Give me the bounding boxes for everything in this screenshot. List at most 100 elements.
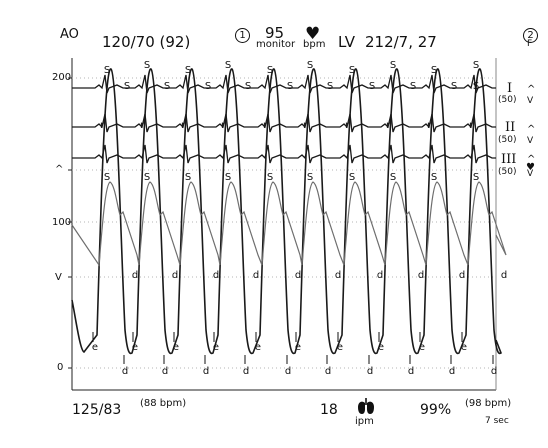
ao-d-marker: d <box>459 270 465 281</box>
lead-ii-up-button[interactable]: ^ <box>527 124 536 135</box>
ecg-s-marker-lower: S <box>410 81 416 92</box>
ao-s-marker: S <box>144 172 150 183</box>
lv-label: LV <box>338 33 355 51</box>
lead-iii-up-button[interactable]: ^ <box>527 154 536 165</box>
heart-icon: ♥ <box>305 24 321 44</box>
lead-iii-down-button[interactable]: V <box>527 169 534 179</box>
sweep-speed: 7 sec <box>485 416 509 426</box>
ecg-r-marker: r <box>181 120 186 131</box>
lv-e-marker: e <box>419 342 425 353</box>
lead-ii-gain: (50) <box>498 135 517 145</box>
ecg-r-marker: r <box>427 120 432 131</box>
lv-e-marker: e <box>378 342 384 353</box>
y-v-marker: V <box>55 272 62 283</box>
ecg-s-marker: S <box>431 65 437 76</box>
spo2-value: 99% <box>420 402 452 418</box>
ecg-s-marker-lower: S <box>327 81 333 92</box>
heart-rate-unit: bpm <box>303 39 326 50</box>
lv-d-marker: d <box>491 366 497 377</box>
lv-e-marker: e <box>213 342 219 353</box>
lv-d-marker: d <box>162 366 168 377</box>
ecg-r-marker: r <box>386 120 391 131</box>
ecg-s-marker: S <box>225 60 231 71</box>
y-tick-100: 100 <box>52 217 72 228</box>
ao-d-marker: d <box>335 270 341 281</box>
heart-rate-source: monitor <box>256 39 296 50</box>
lv-d-marker: d <box>449 366 455 377</box>
ao-s-marker: S <box>390 172 396 183</box>
ao-d-marker: d <box>132 270 138 281</box>
lv-d-marker: d <box>243 366 249 377</box>
lead-i-down-button[interactable]: V <box>527 96 534 106</box>
ecg-s-marker: S <box>185 65 191 76</box>
lv-e-marker: e <box>295 342 301 353</box>
marker-1-badge[interactable]: 1 <box>235 23 250 43</box>
ecg-s-marker: S <box>307 60 313 71</box>
ao-s-marker: S <box>185 172 191 183</box>
ecg-lead-i-trace <box>72 74 496 94</box>
lv-e-marker: e <box>461 342 467 353</box>
ao-pressure-readout: 120/70 (92) <box>102 33 191 51</box>
ecg-s-marker: S <box>144 60 150 71</box>
ecg-s-marker: S <box>390 60 396 71</box>
ao-d-marker: d <box>377 270 383 281</box>
lv-e-marker: e <box>255 342 261 353</box>
marker-2-badge[interactable]: 2 <box>523 23 538 43</box>
lv-e-marker: e <box>173 342 179 353</box>
y-tick-0: 0 <box>57 362 64 373</box>
ao-d-marker: d <box>253 270 259 281</box>
ecg-s-marker: S <box>473 60 479 71</box>
heart-rate-value: 95 <box>265 24 285 42</box>
ao-s-marker: S <box>349 172 355 183</box>
ao-d-marker: d <box>501 270 507 281</box>
ecg-s-marker-lower: S <box>164 81 170 92</box>
y-caret: ^ <box>55 164 64 175</box>
marker-2-sub: F <box>527 39 533 49</box>
lead-ii-label: II <box>505 120 516 135</box>
ecg-r-marker: r <box>100 120 105 131</box>
lead-iii-gain: (50) <box>498 167 517 177</box>
lungs-icon <box>356 397 376 419</box>
lv-d-marker: d <box>122 366 128 377</box>
ao-s-marker: S <box>307 172 313 183</box>
ecg-r-marker: r <box>140 120 145 131</box>
ecg-lead-ii-trace <box>72 113 496 133</box>
ao-s-marker: S <box>431 172 437 183</box>
resp-rate-unit: ipm <box>355 416 374 427</box>
lead-iii-heart-icon: ♥ <box>526 162 535 173</box>
ecg-s-marker-lower: S <box>245 81 251 92</box>
ao-s-marker: S <box>473 172 479 183</box>
ecg-r-marker: r <box>303 120 308 131</box>
y-tick-200: 200 <box>52 72 72 83</box>
lv-d-marker: d <box>325 366 331 377</box>
ecg-s-marker: S <box>104 65 110 76</box>
lv-pressure-readout: 212/7, 27 <box>365 33 437 51</box>
ecg-s-marker-lower: S <box>473 81 479 92</box>
lv-d-marker: d <box>408 366 414 377</box>
ecg-s-marker-lower: S <box>451 81 457 92</box>
lv-d-marker: d <box>367 366 373 377</box>
lv-d-marker: d <box>285 366 291 377</box>
lv-e-marker: e <box>132 342 138 353</box>
ecg-s-marker: S <box>267 65 273 76</box>
lv-d-marker: d <box>203 366 209 377</box>
ecg-s-marker: S <box>349 65 355 76</box>
ao-s-marker: S <box>225 172 231 183</box>
ao-d-marker: d <box>418 270 424 281</box>
ecg-lead-iii-trace <box>72 144 496 164</box>
lead-i-label: I <box>507 81 513 96</box>
lead-ii-down-button[interactable]: V <box>527 136 534 146</box>
marker-2-label: 2 <box>523 28 538 43</box>
ecg-s-marker-lower: S <box>124 81 130 92</box>
ao-d-marker: d <box>295 270 301 281</box>
bpm-right-readout: (98 bpm) <box>465 398 512 409</box>
lead-i-up-button[interactable]: ^ <box>527 84 536 95</box>
ecg-s-marker-lower: S <box>205 81 211 92</box>
lv-pressure-trace <box>71 68 502 355</box>
channel-label: AO <box>60 27 79 42</box>
bpm-left-readout: (88 bpm) <box>140 398 187 409</box>
ecg-r-marker: r <box>469 120 474 131</box>
bp-left-readout: 125/83 <box>72 402 122 418</box>
ecg-r-marker: r <box>263 120 268 131</box>
marker-1-label: 1 <box>235 28 250 43</box>
